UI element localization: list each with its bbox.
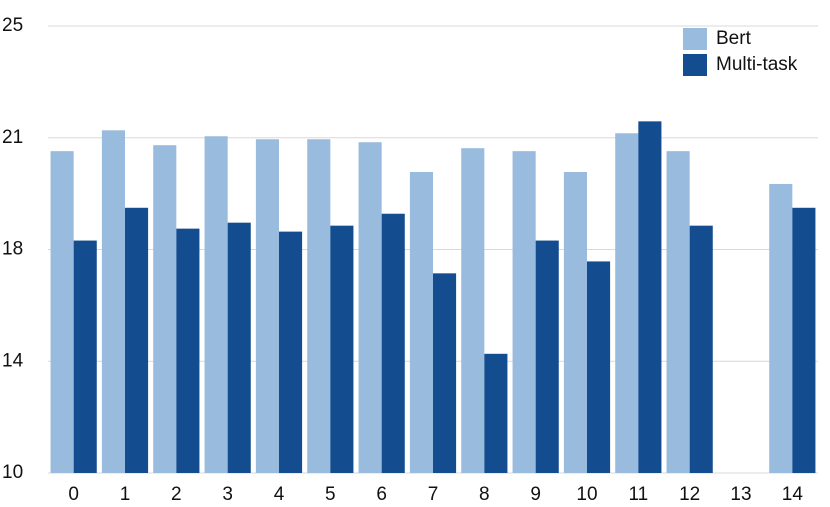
- bar: [125, 207, 149, 473]
- bar: [638, 121, 662, 474]
- bar: [73, 240, 97, 473]
- bar: [563, 172, 587, 473]
- bar: [307, 139, 331, 474]
- x-tick-label: 5: [325, 484, 336, 505]
- x-tick-label: 11: [628, 484, 648, 505]
- bar: [433, 273, 457, 473]
- bar: [615, 133, 639, 473]
- x-tick-label: 1: [120, 484, 131, 505]
- bar: [666, 151, 690, 473]
- bar: [381, 213, 405, 474]
- bar: [176, 228, 200, 473]
- bar: [101, 130, 125, 474]
- legend-label: Multi-task: [716, 54, 798, 75]
- bar: [484, 353, 508, 473]
- x-tick-label: 12: [679, 484, 700, 505]
- x-tick-label: 0: [68, 484, 79, 505]
- legend-swatch: [683, 54, 707, 76]
- legend-label: Bert: [716, 28, 752, 49]
- bar: [512, 151, 536, 473]
- x-tick-label: 9: [530, 484, 541, 505]
- x-tick-label: 7: [428, 484, 439, 505]
- bar: [587, 261, 611, 473]
- x-tick-label: 6: [376, 484, 387, 505]
- bar: [204, 136, 228, 473]
- bar: [409, 172, 433, 473]
- x-tick-label: 13: [730, 484, 751, 505]
- x-tick-label: 2: [171, 484, 182, 505]
- x-tick-label: 10: [576, 484, 597, 505]
- bar: [50, 151, 74, 473]
- bar: [279, 231, 303, 473]
- legend-swatch: [683, 28, 707, 50]
- bar: [535, 240, 559, 473]
- y-tick-label: 21: [2, 127, 23, 148]
- bar: [461, 148, 485, 473]
- y-tick-label: 10: [2, 462, 23, 483]
- x-tick-label: 3: [222, 484, 233, 505]
- x-tick-label: 14: [782, 484, 804, 505]
- bar: [255, 139, 279, 474]
- bar: [227, 222, 251, 473]
- bar: [689, 225, 713, 473]
- y-tick-label: 14: [2, 350, 24, 371]
- x-tick-label: 4: [274, 484, 285, 505]
- y-tick-label: 25: [2, 15, 23, 36]
- bar: [358, 142, 382, 473]
- bar: [792, 207, 816, 473]
- x-tick-label: 8: [479, 484, 490, 505]
- y-tick-label: 18: [2, 239, 23, 260]
- bar: [330, 225, 354, 473]
- bar: [769, 183, 793, 473]
- bar: [153, 145, 177, 473]
